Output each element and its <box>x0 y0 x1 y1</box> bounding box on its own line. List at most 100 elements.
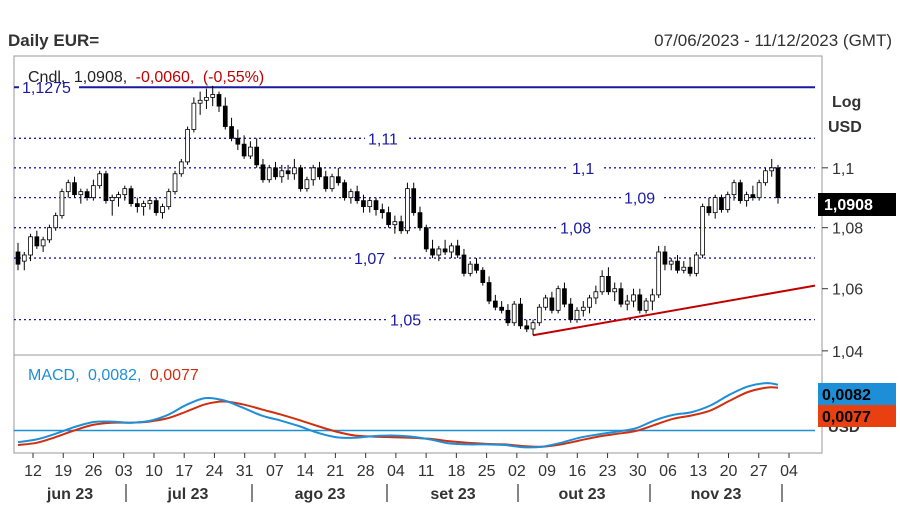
macd-legend: MACD, 0,0082, 0,0077 <box>28 367 199 384</box>
candle-body <box>612 288 618 293</box>
candle <box>599 270 605 295</box>
candle <box>467 261 473 277</box>
candle-body <box>518 303 523 327</box>
level-label-1: 1,11 <box>368 131 398 148</box>
candle-body <box>141 203 146 208</box>
candle-body <box>248 146 253 157</box>
candle-body <box>40 239 46 247</box>
x-tick-label: 04 <box>780 463 798 480</box>
candle <box>725 191 731 213</box>
candle-body <box>392 221 398 226</box>
candle-body <box>423 227 429 250</box>
x-tick-label: 11 <box>418 463 435 480</box>
candle-body <box>348 191 354 199</box>
candle <box>97 170 103 189</box>
x-tick-label: 16 <box>568 463 586 480</box>
candle-body <box>84 191 90 199</box>
candle <box>574 307 580 323</box>
candle <box>317 161 322 180</box>
level-label-0: 1,1275 <box>22 80 71 97</box>
candle <box>53 212 59 231</box>
candle <box>750 185 756 201</box>
candle <box>348 188 354 204</box>
candle-body <box>486 282 492 302</box>
y-tick-label: 1,06 <box>832 282 863 299</box>
candle-body <box>109 197 115 202</box>
candle-body <box>725 194 731 211</box>
candle-body <box>675 260 680 271</box>
candle-body <box>153 200 159 214</box>
candle <box>398 215 404 234</box>
candle-body <box>229 126 234 139</box>
candle <box>122 185 128 201</box>
candle <box>335 167 341 186</box>
candle <box>292 158 297 180</box>
candle <box>361 194 366 213</box>
candle-body <box>411 188 417 214</box>
candle <box>417 206 423 231</box>
candle-body <box>304 179 310 190</box>
candle <box>260 158 266 183</box>
candle <box>373 197 379 216</box>
candle <box>769 158 775 177</box>
candle-body <box>147 200 153 205</box>
candle-body <box>292 167 297 175</box>
candle-body <box>430 248 435 256</box>
candle-body <box>656 251 662 296</box>
legend-pct: (-0,55%) <box>203 69 264 86</box>
level-label-2: 1,1 <box>572 161 594 178</box>
y-tick-label: 1,04 <box>832 344 863 361</box>
candle-body <box>116 194 121 199</box>
candle-body <box>122 188 128 196</box>
candle <box>72 176 77 198</box>
month-label: jul 23 <box>167 486 209 503</box>
candle-body <box>700 206 705 256</box>
candle <box>191 97 197 133</box>
candle-body <box>662 251 668 265</box>
candle-body <box>260 164 266 181</box>
candle <box>28 233 33 262</box>
candle-body <box>323 176 329 190</box>
candle-body <box>72 182 77 196</box>
month-label: out 23 <box>558 486 605 503</box>
legend-change: -0,0060, <box>136 69 195 86</box>
candle-body <box>694 254 699 274</box>
candle-body <box>279 170 285 178</box>
candle <box>712 194 718 219</box>
candle <box>342 179 347 201</box>
candle-body <box>719 197 724 211</box>
candle <box>178 158 184 177</box>
candle-body <box>172 173 178 193</box>
candle-body <box>706 206 712 214</box>
price-axis: 1,04 1,06 1,08 1,1 <box>822 161 863 361</box>
candle-body <box>373 200 379 211</box>
candle-body <box>59 191 65 217</box>
candle-body <box>28 236 33 256</box>
candle-body <box>587 297 592 308</box>
candle <box>486 276 492 305</box>
candle-body <box>505 309 511 324</box>
candle <box>580 301 586 317</box>
level-label-5: 1,07 <box>354 251 385 268</box>
candle-body <box>769 167 775 172</box>
candle-body <box>775 167 781 199</box>
candle-body <box>254 146 260 166</box>
candle <box>593 285 599 305</box>
x-tick-label: 23 <box>599 463 617 480</box>
candle-body <box>650 294 655 302</box>
candle-body <box>417 212 423 229</box>
candle <box>480 267 486 286</box>
candle-body <box>398 221 404 232</box>
candle <box>637 288 643 314</box>
candle-body <box>379 209 385 214</box>
x-tick-label: 19 <box>54 463 72 480</box>
month-label: nov 23 <box>691 486 742 503</box>
candle <box>210 85 216 107</box>
candle <box>235 129 241 151</box>
candle <box>518 297 523 329</box>
candle <box>166 188 172 210</box>
candle <box>756 179 762 201</box>
candle-body <box>34 236 40 247</box>
candle <box>298 164 303 192</box>
support-trendline <box>532 284 816 337</box>
